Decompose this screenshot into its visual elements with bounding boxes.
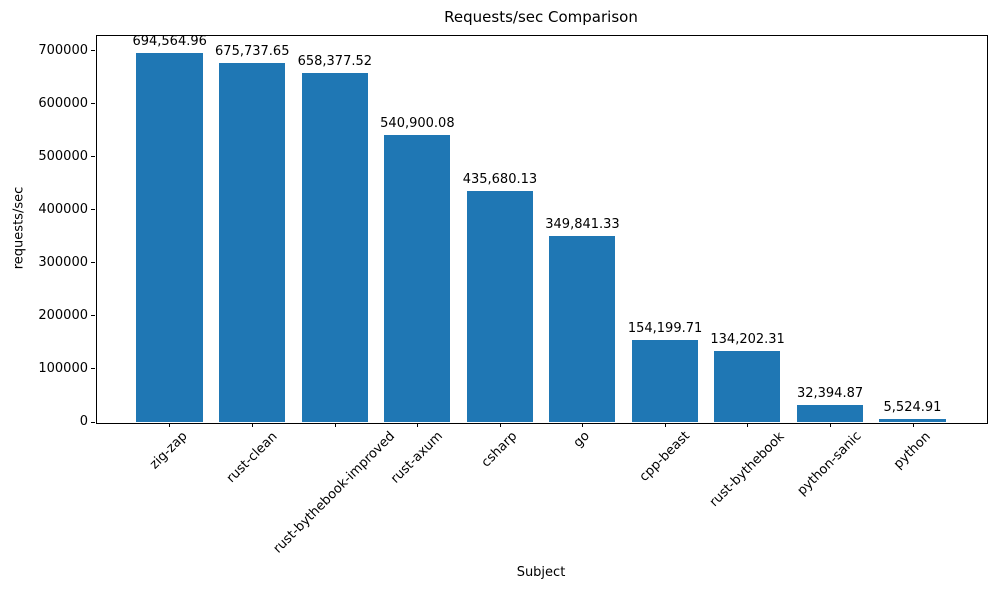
- bar-rust-bythebook: [714, 350, 781, 422]
- x-tick-label-zig-zap: zig-zap: [147, 428, 192, 473]
- x-axis-tick: [252, 423, 254, 427]
- x-tick-label-csharp: csharp: [478, 429, 520, 471]
- bar-python: [879, 419, 946, 422]
- y-axis-tick: [91, 315, 95, 317]
- bar-value-label: 32,394.87: [796, 385, 864, 401]
- y-axis-tick: [91, 262, 95, 264]
- y-tick-label: 700000: [38, 42, 88, 58]
- x-axis-tick: [169, 423, 171, 427]
- y-axis-tick: [91, 50, 95, 52]
- x-tick-label-rust-clean: rust-clean: [223, 428, 281, 486]
- y-tick-label: 200000: [38, 307, 88, 323]
- bar-value-label: 134,202.31: [710, 331, 785, 347]
- x-axis-tick: [912, 423, 914, 427]
- y-tick-label: 600000: [38, 95, 88, 111]
- y-axis-tick: [91, 421, 95, 423]
- bar-csharp: [466, 190, 533, 422]
- bar-value-label: 5,524.91: [883, 400, 942, 416]
- y-axis-tick: [91, 368, 95, 370]
- bar-python-sanic: [796, 404, 863, 422]
- x-axis-tick: [499, 423, 501, 427]
- x-tick-label-python: python: [891, 428, 934, 472]
- bar-go: [549, 236, 616, 422]
- x-tick-label-go: go: [570, 428, 594, 451]
- x-axis-tick: [664, 423, 666, 427]
- x-tick-label-rust-bythebook: rust-bythebook: [706, 428, 788, 510]
- chart-title: Requests/sec Comparison: [444, 8, 638, 26]
- y-axis-tick: [91, 156, 95, 158]
- x-tick-label-python-sanic: python-sanic: [794, 429, 865, 499]
- x-tick-label-cpp-beast: cpp-beast: [636, 428, 693, 486]
- x-axis-tick: [334, 423, 336, 427]
- bar-value-label: 349,841.33: [545, 217, 620, 233]
- x-axis-tick: [829, 423, 831, 427]
- y-tick-label: 500000: [38, 148, 88, 164]
- bar-value-label: 435,680.13: [462, 171, 538, 187]
- bar-rust-clean: [219, 63, 286, 422]
- x-tick-label-rust-bythebook-improved: rust-bythebook-improved: [270, 428, 399, 557]
- y-tick-label: 100000: [38, 360, 88, 376]
- bar-rust-axum: [384, 134, 451, 422]
- bar-value-label: 675,737.65: [215, 44, 290, 60]
- y-tick-label: 0: [79, 414, 88, 429]
- bar-zig-zap: [136, 53, 203, 422]
- bar-rust-bythebook-improved: [301, 72, 368, 422]
- x-axis-tick: [747, 423, 749, 427]
- bar-value-label: 540,900.08: [380, 115, 455, 131]
- y-tick-label: 300000: [38, 254, 88, 270]
- bar-value-label: 694,564.96: [132, 34, 207, 50]
- y-tick-label: 400000: [38, 201, 88, 217]
- x-axis-tick: [582, 423, 584, 427]
- bar-value-label: 154,199.71: [627, 321, 703, 337]
- bar-value-label: 658,377.52: [297, 53, 373, 69]
- y-axis-tick: [91, 209, 95, 211]
- y-axis-tick: [91, 103, 95, 105]
- x-axis-tick: [417, 423, 419, 427]
- bar-cpp-beast: [631, 340, 698, 422]
- x-axis-label: Subject: [516, 565, 566, 580]
